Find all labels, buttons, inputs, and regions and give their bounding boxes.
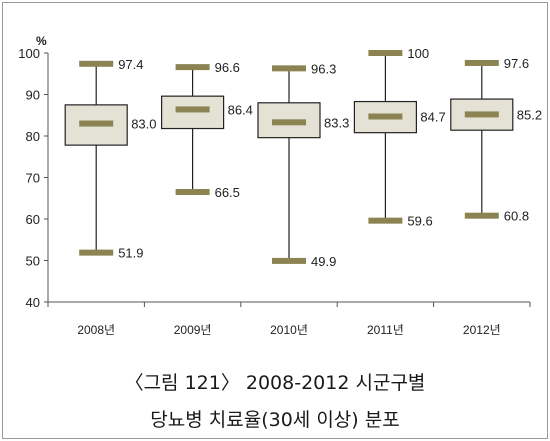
max-marker xyxy=(464,59,499,66)
max-value-label: 96.6 xyxy=(215,60,240,75)
box-group: 97.6 85.2 60.8 xyxy=(450,56,542,224)
max-value-label: 100 xyxy=(407,46,429,61)
max-value-label: 97.4 xyxy=(118,57,143,72)
x-tick-label: 2012년 xyxy=(463,323,501,337)
median-marker xyxy=(368,113,403,120)
y-tick-label: 40 xyxy=(26,295,40,310)
max-value-label: 97.6 xyxy=(504,56,529,71)
y-tick-label: 100 xyxy=(18,46,40,61)
y-tick-label: 70 xyxy=(26,171,40,186)
plot-layer: 97.4 83.0 51.9 96.6 86.4 66.5 96.3 83.3 49.9 100 8… xyxy=(64,46,542,269)
max-value-label: 96.3 xyxy=(311,61,336,76)
max-marker xyxy=(79,60,114,67)
y-tick-label: 60 xyxy=(26,212,40,227)
min-value-label: 66.5 xyxy=(215,185,240,200)
y-tick-label: 80 xyxy=(26,129,40,144)
max-marker xyxy=(368,50,403,56)
box-group: 100 84.7 59.6 xyxy=(353,46,446,229)
median-marker xyxy=(79,120,114,127)
min-value-label: 59.6 xyxy=(407,214,432,229)
median-marker xyxy=(175,106,210,113)
min-value-label: 51.9 xyxy=(118,246,143,261)
y-axis-unit-label: % xyxy=(36,34,47,48)
median-marker xyxy=(272,119,306,126)
x-tick-label: 2009년 xyxy=(174,323,212,337)
y-tick-label: 50 xyxy=(26,254,40,269)
x-tick-label: 2011년 xyxy=(367,323,404,337)
y-tick-label: 90 xyxy=(26,88,40,103)
min-marker xyxy=(272,257,306,264)
box-group: 96.6 86.4 66.5 xyxy=(161,60,253,200)
x-tick-label: 2008년 xyxy=(77,323,115,337)
median-value-label: 85.2 xyxy=(517,107,542,122)
median-value-label: 83.0 xyxy=(131,117,156,132)
median-value-label: 86.4 xyxy=(228,102,253,117)
axis-layer: 40 50 60 70 80 90 100% 2008년 2009년 2010년 2011년 2012… xyxy=(18,34,531,337)
max-marker xyxy=(272,65,306,72)
x-tick-label: 2010년 xyxy=(270,323,308,337)
median-value-label: 83.3 xyxy=(324,115,349,130)
median-marker xyxy=(464,111,499,118)
min-value-label: 49.9 xyxy=(311,254,336,269)
min-value-label: 60.8 xyxy=(504,209,529,224)
box-group: 96.3 83.3 49.9 xyxy=(257,61,349,269)
min-marker xyxy=(464,212,499,219)
box-group: 97.4 83.0 51.9 xyxy=(64,57,157,261)
figure-caption-line-1: 〈그림 121〉 2008-2012 시군구별 xyxy=(124,372,426,394)
figure-caption-line-2: 당뇨병 치료율(30세 이상) 분포 xyxy=(150,409,400,431)
median-value-label: 84.7 xyxy=(420,109,445,124)
min-marker xyxy=(79,249,114,256)
max-marker xyxy=(175,64,210,71)
min-marker xyxy=(368,217,403,224)
min-marker xyxy=(175,189,210,196)
